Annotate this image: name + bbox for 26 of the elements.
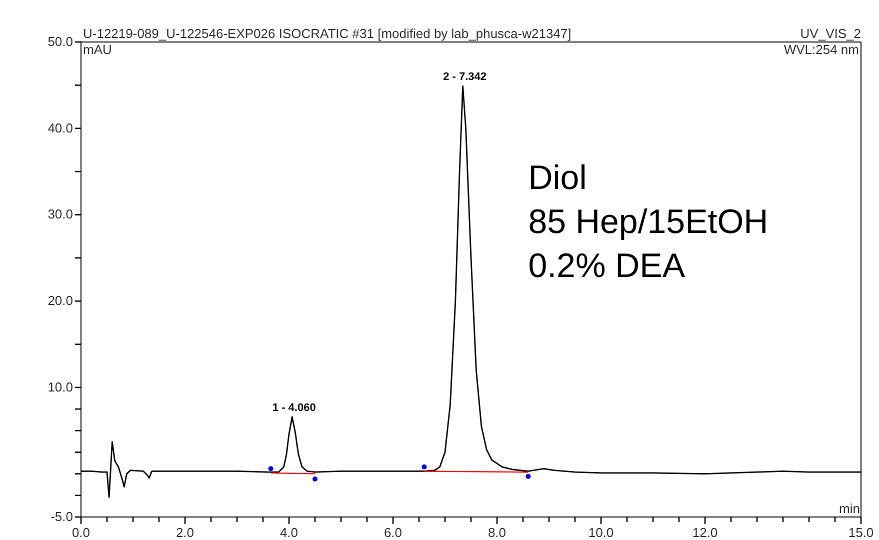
point xyxy=(526,474,531,479)
y-tick-label: 20.0 xyxy=(48,293,73,308)
x-tick-label: 12.0 xyxy=(692,525,718,540)
y-tick-label: -5.0 xyxy=(50,509,73,524)
point xyxy=(312,476,318,482)
x-tick-label: 6.0 xyxy=(384,525,402,540)
annotation: 2 - 7.342 xyxy=(443,71,486,84)
chart-title: U-12219-089_U-122546-EXP026 ISOCRATIC #31 [modified by lab_phusca-w21347] xyxy=(83,26,572,41)
x-tick-label: 15.0 xyxy=(848,525,874,540)
x-tick-label: 10.0 xyxy=(588,525,614,540)
y-tick-label: 30.0 xyxy=(48,206,73,222)
y-tick-label: 10.0 xyxy=(48,379,73,394)
x-axis-title: min xyxy=(839,501,860,516)
annotation: 1 - 4.060 xyxy=(272,402,316,414)
y-axis-title: mAU xyxy=(83,42,112,57)
y-tick-label: 50.0 xyxy=(48,34,73,49)
y-tick-label: 40.0 xyxy=(48,120,73,136)
point xyxy=(422,464,427,470)
x-tick-label: 4.0 xyxy=(280,525,298,540)
annotation: WVL:254 nm xyxy=(784,42,859,57)
annotation: Diol 85 Hep/15EtOH 0.2% DEA xyxy=(528,158,768,285)
point xyxy=(268,466,274,472)
chart-subtitle: UV_VIS_2 xyxy=(800,26,861,41)
x-tick-label: 0.0 xyxy=(72,525,90,540)
x-tick-label: 2.0 xyxy=(176,525,194,540)
x-tick-label: 8.0 xyxy=(488,525,506,540)
